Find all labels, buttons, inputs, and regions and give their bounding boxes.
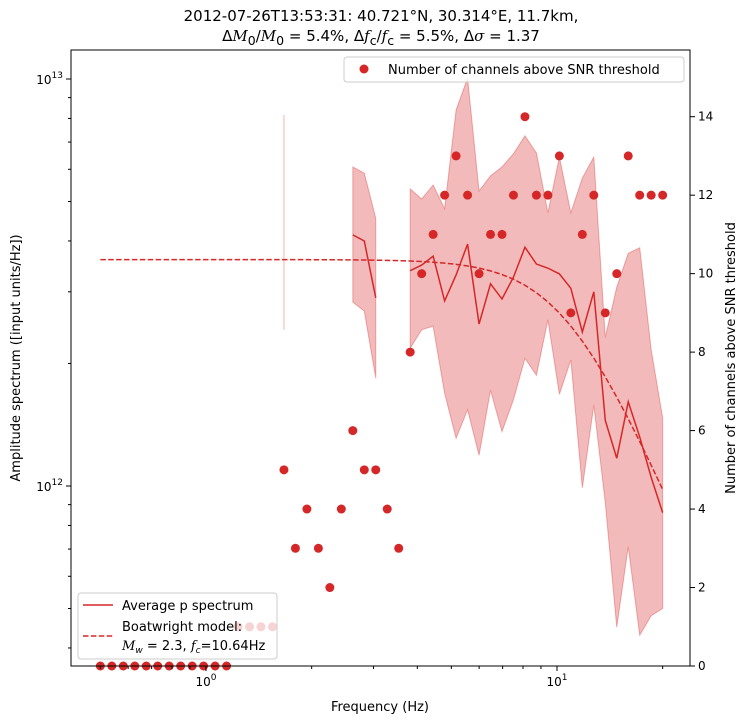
- uncertainty-fills: [283, 77, 664, 637]
- x-tick-label: 101: [546, 673, 567, 689]
- y2-tick-label: 12: [698, 188, 713, 202]
- y2-tick-label: 4: [698, 502, 706, 516]
- chart-title: 2012-07-26T13:53:31: 40.721°N, 30.314°E,…: [0, 6, 747, 51]
- snr-point: [520, 112, 530, 122]
- legend-mean-label: Average p spectrum: [122, 599, 253, 614]
- snr-point: [600, 308, 610, 318]
- y2-tick-label: 14: [698, 110, 713, 124]
- mean-spectrum-line: [409, 243, 664, 513]
- snr-point: [531, 190, 541, 200]
- snr-point: [566, 308, 576, 318]
- snr-point: [325, 583, 335, 593]
- legend-lower-left: Average p spectrum Boatwright model: Mw …: [77, 592, 278, 660]
- snr-point: [359, 465, 369, 475]
- snr-point: [417, 269, 427, 279]
- title-dsigma: 1.37: [506, 27, 540, 45]
- snr-point: [405, 347, 415, 357]
- snr-point: [635, 190, 645, 200]
- boatwright-model-line: [100, 258, 664, 490]
- snr-point: [394, 543, 404, 553]
- y2-tick-label: 6: [698, 424, 706, 438]
- title-line1: 2012-07-26T13:53:31: 40.721°N, 30.314°E,…: [183, 7, 579, 25]
- snr-point: [313, 543, 323, 553]
- snr-point: [463, 190, 473, 200]
- snr-point: [508, 190, 518, 200]
- legend-box: [77, 592, 278, 660]
- snr-point: [336, 504, 346, 514]
- snr-point: [554, 151, 564, 161]
- legend-model-label: Boatwright model:: [122, 620, 242, 635]
- snr-point: [440, 190, 450, 200]
- y2-axis-label: Number of channels above SNR threshold: [724, 222, 739, 494]
- snr-point: [474, 269, 484, 279]
- uncertainty-band: [409, 77, 664, 637]
- snr-point: [428, 229, 438, 239]
- snr-point: [290, 543, 300, 553]
- plot-frame: [70, 49, 691, 667]
- mean-spectrum-line: [352, 234, 377, 298]
- snr-point: [486, 229, 496, 239]
- x-axis-label: Frequency (Hz): [331, 700, 429, 715]
- snr-point: [589, 190, 599, 200]
- snr-point: [623, 151, 633, 161]
- legend-snr-label: Number of channels above SNR threshold: [388, 63, 660, 78]
- y-tick-label: 1012: [36, 478, 63, 494]
- title-line2: ΔM0/M0 = 5.4%, Δfc/fc = 5.5%, Δσ = 1.37: [222, 27, 540, 48]
- spectrum-lines: [100, 234, 664, 513]
- y-tick-label: 1013: [36, 71, 63, 87]
- snr-point: [348, 426, 358, 436]
- snr-point: [658, 190, 668, 200]
- snr-point: [577, 229, 587, 239]
- y2-tick-label: 2: [698, 581, 706, 595]
- y2-tick-label: 10: [698, 267, 713, 281]
- legend-box: [343, 56, 685, 83]
- uncertainty-band: [352, 166, 377, 379]
- y-axis-label: Amplitude spectrum ([input units/Hz]): [9, 234, 24, 481]
- snr-point: [279, 465, 289, 475]
- snr-point: [302, 504, 312, 514]
- legend-model-params: Mw = 2.3, fc=10.64Hz: [121, 639, 265, 656]
- snr-point: [497, 229, 507, 239]
- snr-point: [382, 504, 392, 514]
- legend-snr-swatch: [359, 64, 369, 74]
- snr-point: [371, 465, 381, 475]
- x-tick-label: 100: [195, 673, 216, 689]
- title-dfc: 5.5%: [416, 27, 455, 45]
- snr-point: [646, 190, 656, 200]
- snr-point: [451, 151, 461, 161]
- legend-upper-right: Number of channels above SNR threshold: [343, 56, 685, 83]
- snr-point: [612, 269, 622, 279]
- snr-point: [543, 190, 553, 200]
- y2-tick-label: 8: [698, 345, 706, 359]
- y2-tick-label: 0: [698, 659, 706, 673]
- title-dm0: 5.4%: [306, 27, 345, 45]
